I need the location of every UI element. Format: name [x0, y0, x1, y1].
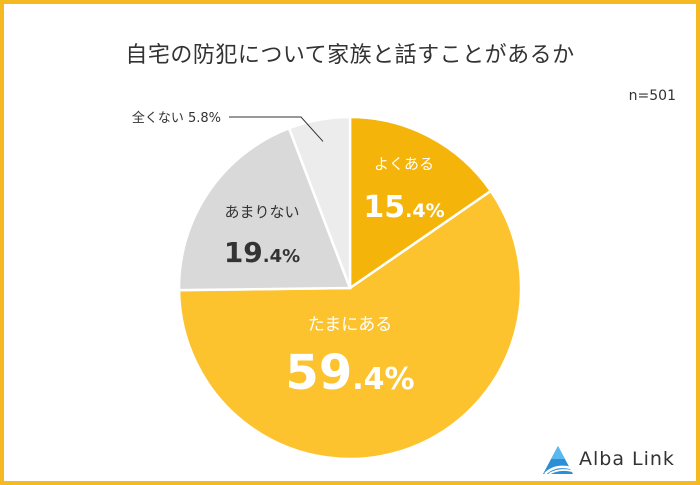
brand-name: Alba Link	[579, 448, 675, 470]
slice-label-3: 全くない 5.8%	[132, 110, 221, 126]
sample-size: n=501	[628, 88, 676, 104]
slice-value-0: 15.4%	[363, 190, 444, 225]
pie-slice-3	[287, 115, 352, 289]
slice-label-0: よくある	[374, 155, 434, 173]
alba-link-logo-icon	[543, 446, 573, 475]
slice-label-1: たまにある	[308, 315, 393, 335]
chart-title: 自宅の防犯について家族と話すことがあるか	[125, 43, 575, 68]
pie-slice-2	[177, 126, 352, 292]
leader-line-3	[229, 116, 324, 142]
pie-chart: よくある 15.4% たまにある 59.4% あまりない 19.4% 全くない 5.8%	[132, 110, 523, 461]
pie-slice-1	[177, 189, 523, 461]
slice-value-1: 59.4%	[285, 345, 414, 401]
slice-value-2: 19.4%	[224, 236, 300, 269]
pie-slice-0	[348, 115, 493, 291]
slice-label-2: あまりない	[224, 203, 299, 221]
alba-link-logo: Alba Link	[541, 444, 700, 478]
